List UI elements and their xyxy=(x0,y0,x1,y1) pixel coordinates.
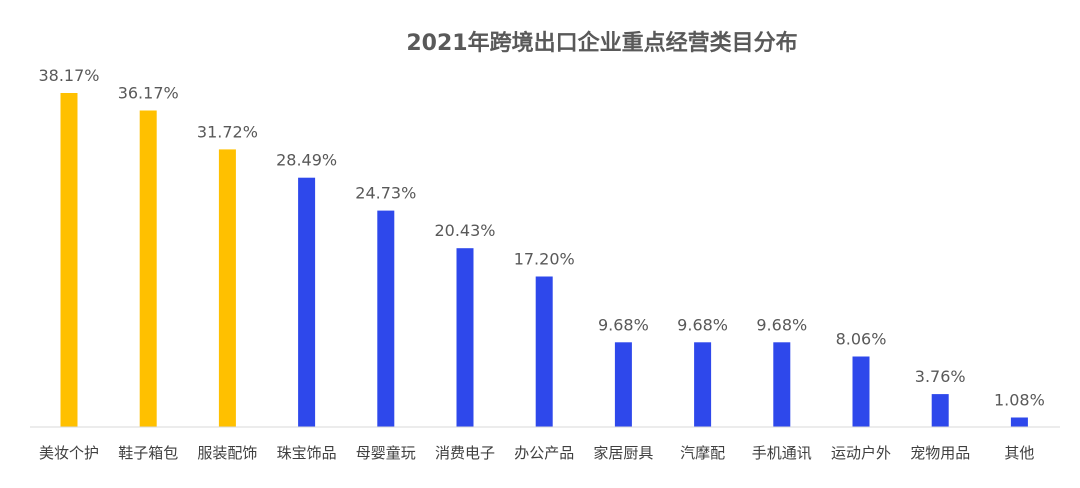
category-label-9: 汽摩配 xyxy=(680,444,725,462)
value-label-5: 24.73% xyxy=(355,184,416,203)
bar-11 xyxy=(852,356,870,427)
bar-3 xyxy=(218,149,236,427)
value-label-3: 31.72% xyxy=(197,122,258,141)
bar-6 xyxy=(456,248,474,427)
value-label-13: 1.08% xyxy=(994,391,1045,410)
category-label-13: 其他 xyxy=(1004,444,1034,462)
category-label-12: 宠物用品 xyxy=(910,444,970,462)
bar-1 xyxy=(60,93,78,427)
bars-group: 38.17% 美妆个护 36.17% 鞋子箱包 31.72% 服装配饰 28.49% 珠宝饰品… xyxy=(38,66,1044,462)
bar-8 xyxy=(614,342,632,427)
bar-9 xyxy=(694,342,712,427)
category-label-3: 服装配饰 xyxy=(197,444,257,462)
value-label-12: 3.76% xyxy=(915,367,966,386)
category-label-10: 手机通讯 xyxy=(752,444,812,462)
value-label-10: 9.68% xyxy=(756,315,807,334)
bar-12 xyxy=(931,394,949,427)
value-label-11: 8.06% xyxy=(836,330,887,349)
value-label-2: 36.17% xyxy=(118,84,179,103)
category-label-6: 消费电子 xyxy=(435,444,495,462)
category-label-1: 美妆个护 xyxy=(39,444,99,462)
value-label-8: 9.68% xyxy=(598,315,649,334)
value-label-4: 28.49% xyxy=(276,151,337,170)
bar-7 xyxy=(535,276,553,427)
value-label-1: 38.17% xyxy=(38,66,99,85)
category-label-2: 鞋子箱包 xyxy=(118,444,178,462)
category-label-5: 母婴童玩 xyxy=(356,444,416,462)
value-label-7: 17.20% xyxy=(514,250,575,269)
bar-4 xyxy=(298,177,316,427)
category-label-11: 运动户外 xyxy=(831,444,891,462)
bar-5 xyxy=(377,210,395,427)
bar-10 xyxy=(773,342,791,427)
value-label-9: 9.68% xyxy=(677,315,728,334)
category-label-4: 珠宝饰品 xyxy=(277,444,337,462)
chart-title: 2021年跨境出口企业重点经营类目分布 xyxy=(406,30,797,56)
category-label-8: 家居厨具 xyxy=(593,444,653,462)
value-label-6: 20.43% xyxy=(434,221,495,240)
bar-13 xyxy=(1010,417,1028,427)
category-label-7: 办公产品 xyxy=(514,444,574,462)
bar-2 xyxy=(139,110,157,427)
